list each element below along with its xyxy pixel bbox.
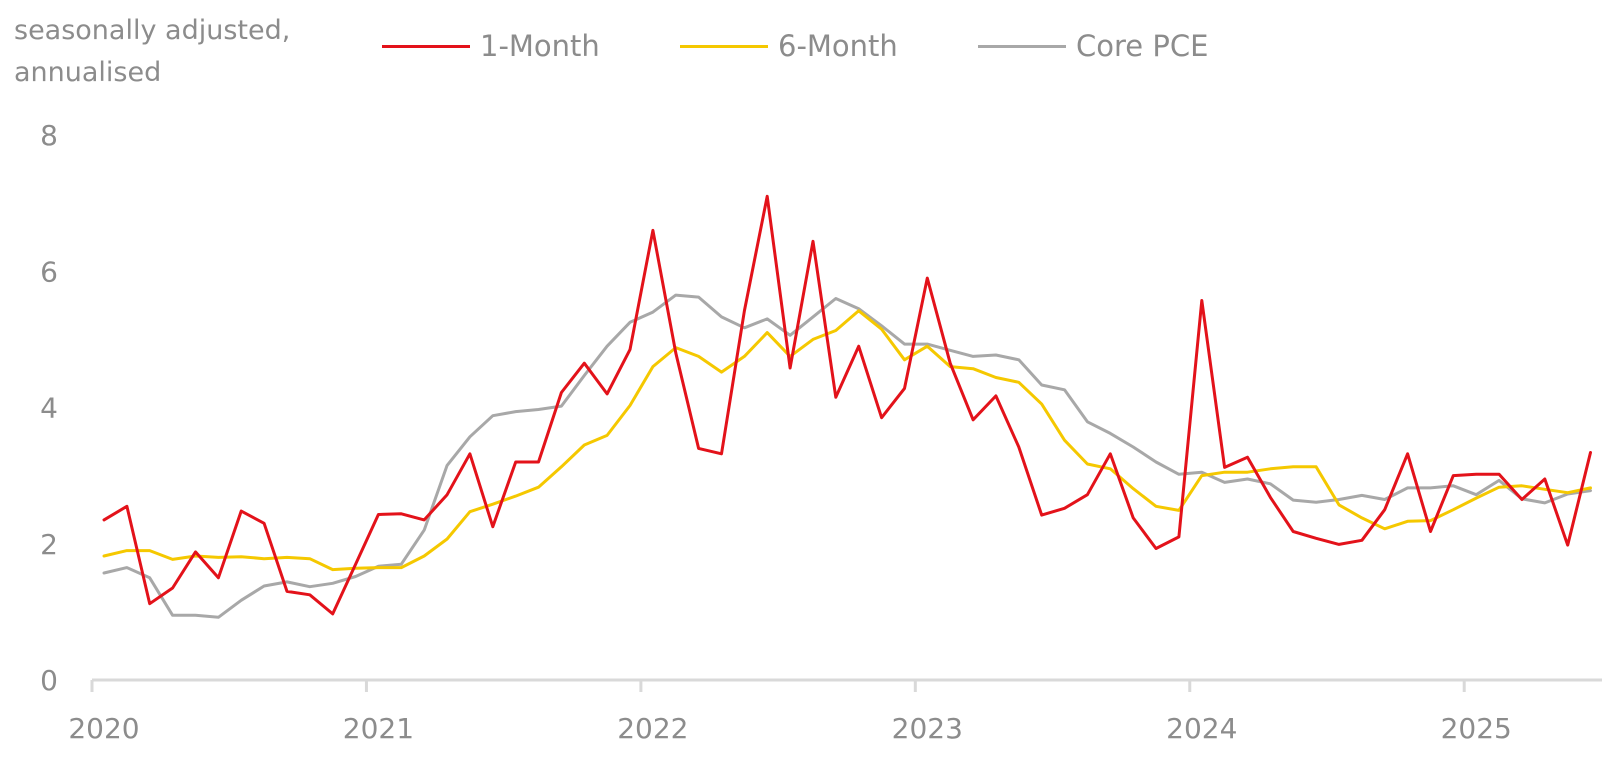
x-tick-label-2025: 2025: [1441, 712, 1512, 745]
legend-label-6-month: 6-Month: [778, 29, 898, 63]
legend-item-6-month: 6-Month: [680, 26, 898, 66]
legend-item-1-month: 1-Month: [382, 26, 600, 66]
x-tick-label-2023: 2023: [892, 712, 963, 745]
legend-label-core-pce: Core PCE: [1076, 29, 1209, 63]
legend-swatch-1-month: [382, 44, 470, 48]
legend-swatch-core-pce: [978, 44, 1066, 48]
y-axis-label: seasonally adjusted, annualised: [14, 15, 291, 88]
series-line-6-month: [102, 309, 1592, 572]
y-tick-label-0: 0: [40, 664, 58, 697]
legend-swatch-6-month: [680, 44, 768, 48]
x-tick-label-2024: 2024: [1166, 712, 1237, 745]
x-tick-label-2020: 2020: [68, 712, 139, 745]
y-tick-label-6: 6: [40, 255, 58, 288]
y-tick-label-8: 8: [40, 119, 58, 152]
y-tick-label-4: 4: [40, 392, 58, 425]
x-tick-label-2021: 2021: [343, 712, 414, 745]
y-tick-label-2: 2: [40, 528, 58, 561]
series-line-core-pce: [102, 293, 1592, 619]
legend-item-core-pce: Core PCE: [978, 26, 1208, 66]
legend-label-1-month: 1-Month: [480, 29, 600, 63]
x-tick-label-2022: 2022: [617, 712, 688, 745]
series-line-1-month: [102, 194, 1592, 616]
